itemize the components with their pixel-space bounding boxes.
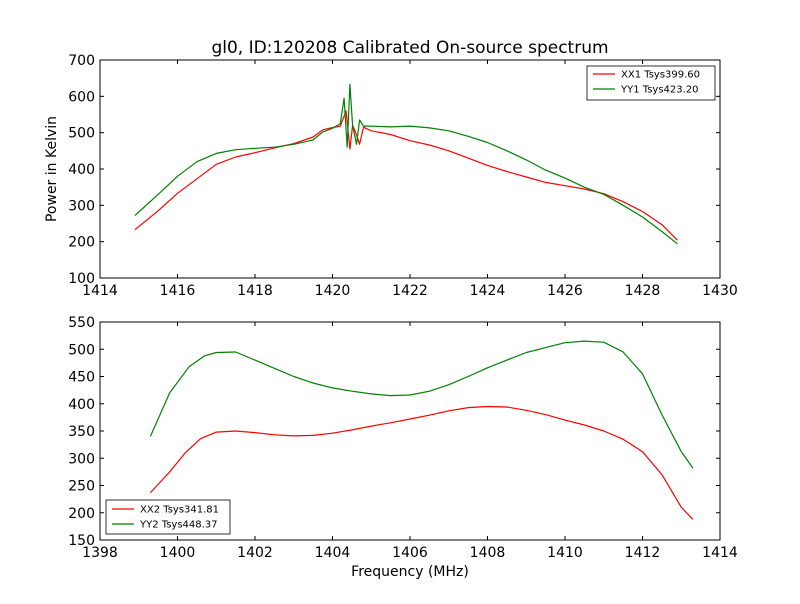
x-tick-label: 1414 xyxy=(702,545,738,561)
y-tick-label: 600 xyxy=(68,89,95,105)
y-tick-label: 250 xyxy=(68,479,95,495)
top-lines xyxy=(134,83,678,245)
x-tick-label: 1400 xyxy=(160,545,196,561)
x-tick-label: 1424 xyxy=(470,283,506,299)
legend-label-yy2: YY2 Tsys448.37 xyxy=(139,520,218,531)
bottom-ticks: 1398 1400 1402 1404 1406 1408 1410 1412 1414 150 2… xyxy=(68,315,738,561)
top-panel: gl0, ID:120208 Calibrated On-source spec… xyxy=(44,38,738,299)
legend-label-xx1: XX1 Tsys399.60 xyxy=(621,70,700,81)
y-tick-label: 500 xyxy=(68,342,95,358)
chart-title: gl0, ID:120208 Calibrated On-source spec… xyxy=(211,38,608,58)
x-tick-label: 1422 xyxy=(392,283,428,299)
x-axis-label-bottom: Frequency (MHz) xyxy=(351,564,469,580)
x-tick-label: 1412 xyxy=(625,545,661,561)
top-ticks: 1414 1416 1418 1420 1422 1424 1426 1428 1430 100 2… xyxy=(68,53,738,299)
y-tick-label: 300 xyxy=(68,198,95,214)
y-tick-label: 400 xyxy=(68,397,95,413)
x-tick-label: 1418 xyxy=(237,283,273,299)
y-axis-label-top: Power in Kelvin xyxy=(44,116,60,222)
y-tick-label: 550 xyxy=(68,315,95,331)
series-line-1-2 xyxy=(134,83,678,245)
y-tick-label: 200 xyxy=(68,506,95,522)
series-line-2-2 xyxy=(149,340,694,469)
x-tick-label: 1406 xyxy=(392,545,428,561)
legend-box-bottom xyxy=(105,499,231,535)
y-tick-label: 200 xyxy=(68,235,95,251)
bottom-lines xyxy=(149,340,694,520)
series-line-2-1 xyxy=(149,405,694,520)
x-tick-label: 1404 xyxy=(315,545,351,561)
y-tick-label: 450 xyxy=(68,370,95,386)
y-tick-label: 350 xyxy=(68,424,95,440)
x-tick-label: 1416 xyxy=(160,283,196,299)
y-tick-label: 700 xyxy=(68,53,95,69)
y-tick-label: 100 xyxy=(68,271,95,287)
x-tick-label: 1426 xyxy=(547,283,583,299)
x-tick-label: 1414 xyxy=(82,283,118,299)
x-tick-label: 1402 xyxy=(237,545,273,561)
top-legend: XX1 Tsys399.60 YY1 Tsys423.20 xyxy=(586,65,716,101)
y-tick-label: 150 xyxy=(68,533,95,549)
x-tick-label: 1410 xyxy=(547,545,583,561)
bottom-legend: XX2 Tsys341.81 YY2 Tsys448.37 xyxy=(105,499,231,535)
x-tick-label: 1420 xyxy=(315,283,351,299)
x-tick-label: 1398 xyxy=(82,545,118,561)
y-tick-label: 500 xyxy=(68,126,95,142)
legend-label-xx2: XX2 Tsys341.81 xyxy=(140,505,219,516)
x-tick-label: 1430 xyxy=(702,283,738,299)
legend-box-top xyxy=(586,65,716,101)
legend-label-yy1: YY1 Tsys423.20 xyxy=(620,85,699,96)
x-tick-label: 1428 xyxy=(625,283,661,299)
y-tick-label: 300 xyxy=(68,451,95,467)
x-tick-label: 1408 xyxy=(470,545,506,561)
bottom-panel: 1398 1400 1402 1404 1406 1408 1410 1412 1414 150 2… xyxy=(68,315,738,580)
series-line-1-1 xyxy=(134,110,678,241)
y-tick-label: 400 xyxy=(68,162,95,178)
